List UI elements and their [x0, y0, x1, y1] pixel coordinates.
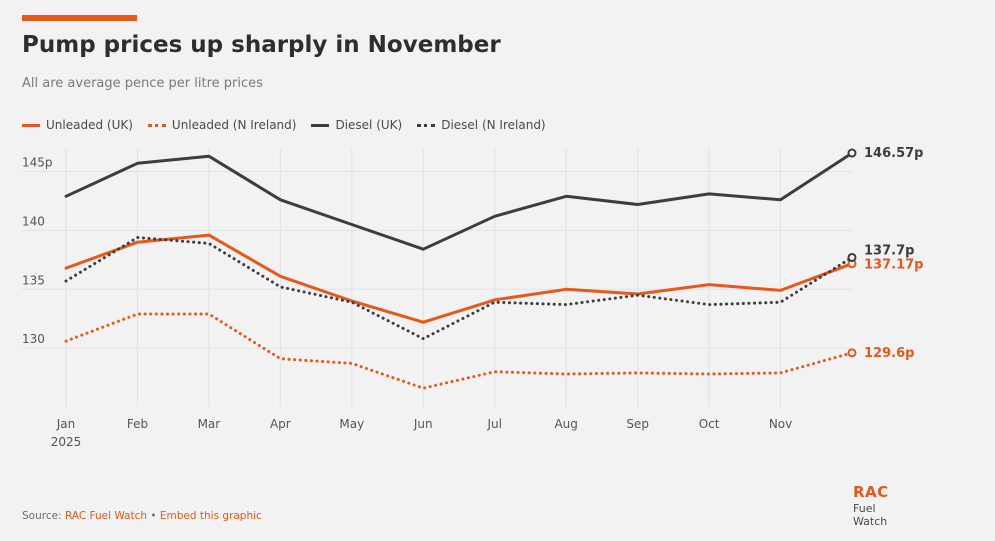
- legend-item-unleaded-ni[interactable]: Unleaded (N Ireland): [147, 118, 297, 132]
- series-line-3: [64, 236, 854, 341]
- source-separator: •: [150, 510, 157, 522]
- y-tick-label: 135: [22, 273, 45, 287]
- end-marker-1: [847, 348, 857, 358]
- legend-swatch-unleaded-uk: [22, 123, 40, 127]
- x-tick-label: Jul: [486, 417, 501, 431]
- legend-swatch-unleaded-ni: [147, 123, 166, 127]
- source-note: Source: RAC Fuel Watch • Embed this grap…: [22, 510, 262, 522]
- line-chart: 130 135 140 145p Jan Feb Mar Apr May Jun Jul Aug Sep…: [22, 146, 923, 449]
- x-tick-label: May: [339, 417, 364, 431]
- y-tick-label: 140: [22, 214, 45, 228]
- legend-item-unleaded-uk[interactable]: Unleaded (UK): [22, 118, 133, 132]
- end-label-3: 137.7p: [864, 243, 914, 258]
- y-tick-label: 145p: [22, 156, 53, 170]
- end-marker-2: [847, 148, 857, 158]
- embed-link[interactable]: Embed this graphic: [159, 510, 262, 522]
- rac-logo-mark: RAC: [853, 483, 889, 501]
- series-line-0: [64, 233, 854, 324]
- end-label-0: 137.17p: [864, 258, 923, 273]
- x-tick-label: Nov: [769, 417, 792, 431]
- x-tick-label: Oct: [699, 417, 720, 431]
- legend-label-unleaded-uk: Unleaded (UK): [46, 118, 133, 132]
- end-label-2: 146.57p: [864, 146, 923, 161]
- legend-label-diesel-uk: Diesel (UK): [335, 118, 403, 132]
- x-tick-label: Apr: [270, 417, 291, 431]
- series-line-2: [64, 151, 854, 251]
- rac-logo: RAC Fuel Watch: [853, 483, 913, 528]
- legend-swatch-diesel-uk: [311, 123, 330, 127]
- rac-logo-sub: Fuel Watch: [853, 502, 888, 528]
- y-tick-label: 130: [22, 332, 45, 346]
- chart-title: Pump prices up sharply in November: [22, 32, 501, 58]
- legend-item-diesel-uk[interactable]: Diesel (UK): [311, 118, 402, 132]
- x-tick-label: Sep: [626, 417, 649, 431]
- x-tick-label: Mar: [198, 417, 221, 431]
- end-marker-3: [847, 252, 857, 262]
- accent-bar: [22, 15, 137, 21]
- legend-label-diesel-ni: Diesel (N Ireland): [441, 118, 546, 132]
- x-tick-label: Jan: [56, 417, 76, 431]
- chart-subtitle: All are average pence per litre prices: [22, 76, 263, 91]
- legend-item-diesel-ni[interactable]: Diesel (N Ireland): [417, 118, 546, 132]
- x-tick-label: Jun: [413, 417, 433, 431]
- series-line-1: [64, 312, 854, 390]
- source-link[interactable]: RAC Fuel Watch: [64, 510, 148, 522]
- x-tick-label: Aug: [554, 417, 577, 431]
- end-label-1: 129.6p: [864, 346, 914, 361]
- legend-label-unleaded-ni: Unleaded (N Ireland): [171, 118, 297, 132]
- source-prefix: Source:: [22, 510, 62, 522]
- x-tick-label: Feb: [127, 417, 148, 431]
- x-year-label: 2025: [51, 435, 82, 449]
- legend-swatch-diesel-ni: [417, 123, 436, 127]
- chart-legend: Unleaded (UK) Unleaded (N Ireland) Diese…: [22, 118, 561, 132]
